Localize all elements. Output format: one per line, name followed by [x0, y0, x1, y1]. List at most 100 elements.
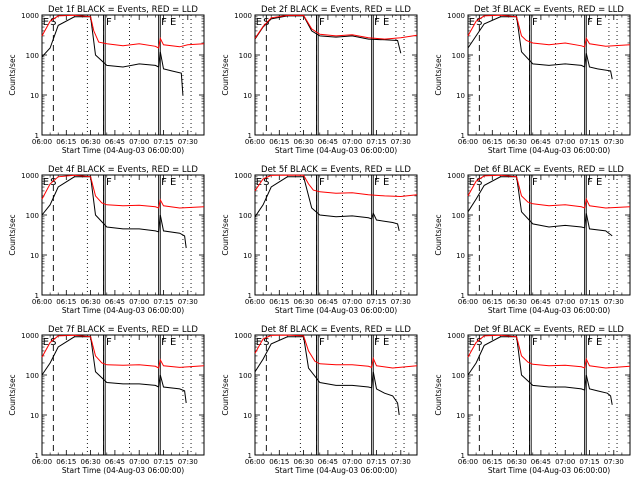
x-tick-label: 06:45	[531, 458, 551, 466]
y-tick-label: 1	[35, 292, 39, 300]
marker-label: F	[106, 17, 112, 28]
panel-title: Det 2f BLACK = Events, RED = LLD	[261, 5, 411, 15]
y-tick-label: 1000	[234, 332, 252, 340]
x-tick-label: 07:30	[604, 458, 624, 466]
panel-title: Det 7f BLACK = Events, RED = LLD	[48, 325, 198, 335]
y-tick-label: 1	[461, 292, 465, 300]
panel-title: Det 3f BLACK = Events, RED = LLD	[474, 5, 624, 15]
x-axis-label: Start Time (04-Aug-03 06:00:00)	[488, 466, 610, 475]
y-axis-label: Counts/sec	[434, 54, 443, 95]
x-tick-label: 07:00	[129, 458, 149, 466]
y-tick-label: 1000	[234, 12, 252, 20]
y-tick-label: 100	[239, 372, 252, 380]
x-tick-label: 06:00	[32, 138, 52, 146]
series-lld-line	[467, 14, 631, 48]
y-tick-label: 10	[30, 252, 39, 260]
marker-label: E	[43, 337, 49, 348]
x-tick-label: 06:15	[482, 458, 502, 466]
x-tick-label: 07:30	[391, 138, 411, 146]
marker-label: F	[319, 177, 325, 188]
marker-label: E	[170, 17, 176, 28]
y-tick-label: 100	[239, 52, 252, 60]
plot-frame	[41, 174, 205, 296]
plot-frame	[254, 14, 418, 136]
y-tick-label: 1000	[21, 172, 39, 180]
x-tick-label: 06:00	[32, 298, 52, 306]
marker-label: E	[469, 177, 475, 188]
x-tick-label: 07:00	[129, 138, 149, 146]
marker-label: E	[256, 337, 262, 348]
panel-title: Det 1f BLACK = Events, RED = LLD	[48, 5, 198, 15]
marker-label: E	[256, 17, 262, 28]
x-tick-label: 06:30	[507, 458, 527, 466]
x-tick-label: 07:15	[579, 458, 599, 466]
x-tick-label: 06:00	[245, 138, 265, 146]
x-tick-label: 06:45	[531, 138, 551, 146]
x-tick-label: 07:15	[153, 298, 173, 306]
x-tick-label: 06:30	[81, 458, 101, 466]
marker-label: E	[383, 17, 389, 28]
series-events-line	[467, 16, 613, 80]
marker-label: E	[256, 177, 262, 188]
x-tick-label: 07:00	[342, 298, 362, 306]
panel-5: Det 5f BLACK = Events, RED = LLD 1 10 100 10…	[221, 165, 418, 315]
x-tick-label: 06:45	[105, 458, 125, 466]
y-tick-label: 1	[248, 132, 252, 140]
y-tick-label: 10	[243, 412, 252, 420]
marker-label: E	[596, 177, 602, 188]
x-tick-label: 07:00	[342, 458, 362, 466]
x-tick-label: 06:30	[294, 138, 314, 146]
x-tick-label: 06:30	[507, 138, 527, 146]
x-axis-label: Start Time (04-Aug-03 06:00:00)	[62, 466, 184, 475]
marker-label: S	[50, 177, 56, 188]
marker-label: E	[596, 337, 602, 348]
x-tick-label: 06:00	[458, 458, 478, 466]
x-tick-label: 06:30	[294, 298, 314, 306]
marker-label: E	[43, 17, 49, 28]
x-tick-label: 06:45	[105, 138, 125, 146]
y-tick-label: 1000	[21, 332, 39, 340]
x-tick-label: 07:00	[555, 138, 575, 146]
panel-4: Det 4f BLACK = Events, RED = LLD 1 10 100 10…	[8, 165, 205, 315]
y-tick-label: 1	[461, 452, 465, 460]
x-axis-label: Start Time (04-Aug-03 06:00:00)	[275, 466, 397, 475]
y-tick-label: 100	[26, 52, 39, 60]
y-tick-label: 100	[452, 372, 465, 380]
marker-label: S	[263, 177, 269, 188]
marker-label: F	[532, 17, 538, 28]
marker-label: F	[161, 337, 167, 348]
y-axis-label: Counts/sec	[8, 214, 17, 255]
x-tick-label: 06:45	[318, 138, 338, 146]
series-events-line	[467, 336, 613, 405]
x-tick-label: 07:30	[178, 458, 198, 466]
series-events-line	[467, 176, 613, 237]
y-axis-label: Counts/sec	[8, 54, 17, 95]
marker-label: F	[587, 337, 593, 348]
marker-label: S	[263, 337, 269, 348]
x-tick-label: 06:30	[294, 458, 314, 466]
marker-label: E	[469, 17, 475, 28]
series-events-line	[254, 15, 402, 54]
y-tick-label: 10	[243, 92, 252, 100]
x-tick-label: 06:15	[269, 298, 289, 306]
marker-label: F	[161, 17, 167, 28]
y-tick-label: 10	[30, 92, 39, 100]
y-tick-label: 1000	[447, 172, 465, 180]
marker-label: S	[476, 177, 482, 188]
y-tick-label: 1000	[21, 12, 39, 20]
plot-frame	[41, 334, 205, 456]
marker-label: F	[161, 177, 167, 188]
x-tick-label: 07:15	[366, 458, 386, 466]
y-tick-label: 1	[248, 452, 252, 460]
marker-label: E	[383, 337, 389, 348]
series-lld-line	[254, 334, 418, 369]
marker-label: F	[587, 177, 593, 188]
x-axis-label: Start Time (04-Aug-03 06:00:00)	[275, 306, 397, 315]
panel-title: Det 4f BLACK = Events, RED = LLD	[48, 165, 198, 175]
x-tick-label: 06:00	[458, 138, 478, 146]
series-lld-line	[41, 334, 205, 369]
x-tick-label: 07:30	[178, 298, 198, 306]
series-lld-line	[254, 174, 418, 198]
marker-label: E	[43, 177, 49, 188]
